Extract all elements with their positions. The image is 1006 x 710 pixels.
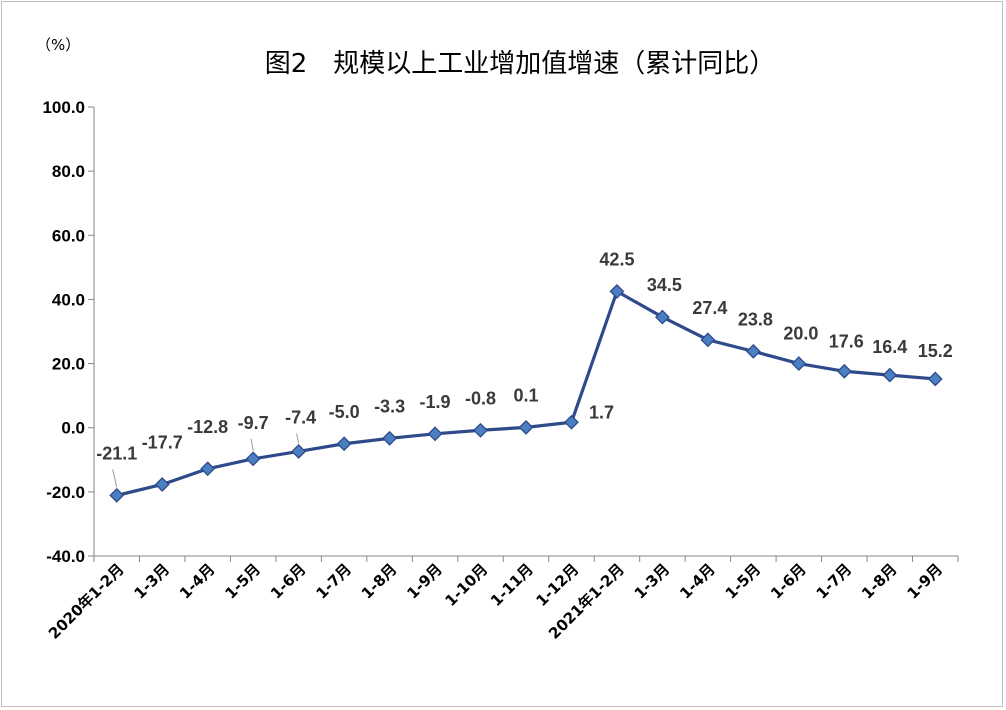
data-point-marker [245, 451, 261, 467]
data-point-marker [291, 444, 307, 459]
y-tick-label: 0.0 [61, 419, 85, 438]
data-label: -0.8 [465, 388, 496, 408]
data-point-marker [791, 356, 807, 371]
data-point-marker [427, 426, 443, 442]
x-tick-label: 1-6月 [767, 560, 810, 603]
data-point-marker [473, 422, 488, 438]
data-point-marker [655, 309, 670, 325]
data-label: -12.8 [187, 417, 228, 437]
data-point-marker [564, 414, 579, 430]
data-label: 42.5 [599, 249, 634, 269]
data-label-leader [296, 433, 300, 444]
x-tick-label: 1-7月 [813, 560, 856, 603]
data-point-marker [609, 283, 625, 299]
data-label: 20.0 [783, 324, 818, 344]
x-tick-label: 1-6月 [267, 560, 310, 603]
data-point-marker [836, 363, 852, 379]
data-label: 16.4 [872, 337, 907, 357]
data-label: 34.5 [647, 275, 682, 295]
data-point-marker [745, 343, 761, 359]
x-tick-label: 1-3月 [631, 560, 674, 603]
data-point-marker [109, 487, 125, 503]
data-point-marker [336, 436, 352, 452]
x-tick-label: 2020年1-2月 [45, 560, 128, 643]
data-label: 0.1 [513, 385, 538, 405]
chart-title: 图2 规模以上工业增加值增速（累计同比） [265, 49, 776, 79]
data-point-marker [882, 367, 898, 383]
x-tick-label: 1-4月 [676, 560, 719, 603]
data-label: -21.1 [96, 443, 137, 463]
y-tick-label: 20.0 [52, 355, 85, 374]
y-tick-label: -20.0 [46, 483, 85, 502]
data-label: 23.8 [738, 309, 773, 329]
y-tick-label: 40.0 [52, 290, 85, 309]
x-tick-label: 1-4月 [176, 560, 219, 603]
data-label: -7.4 [285, 407, 316, 427]
x-tick-label: 1-10月 [441, 560, 491, 610]
data-point-marker [154, 477, 170, 492]
data-point-marker [200, 461, 216, 477]
x-tick-label: 1-3月 [131, 560, 174, 603]
y-tick-label: 60.0 [52, 226, 85, 245]
data-point-marker [518, 419, 534, 435]
data-label-leader [250, 438, 254, 451]
data-label: 17.6 [829, 331, 864, 351]
data-label: -5.0 [329, 402, 360, 422]
y-tick-label: -40.0 [46, 547, 85, 566]
data-label-leader [112, 469, 118, 488]
data-label: -9.7 [238, 413, 269, 433]
y-unit-label: （%） [36, 36, 80, 54]
data-label: 27.4 [692, 298, 727, 318]
data-label: -17.7 [142, 432, 183, 452]
x-tick-label: 1-5月 [221, 560, 264, 603]
data-point-marker [382, 430, 397, 446]
data-label: -1.9 [420, 392, 451, 412]
y-tick-label: 100.0 [42, 98, 85, 117]
data-point-marker [700, 332, 716, 348]
data-point-marker [927, 371, 943, 387]
x-tick-label: 1-7月 [312, 560, 355, 603]
data-label: 15.2 [918, 341, 953, 361]
x-tick-label: 1-9月 [904, 560, 947, 603]
x-tick-label: 1-8月 [858, 560, 901, 603]
x-tick-label: 1-9月 [403, 560, 446, 603]
x-tick-label: 1-11月 [487, 560, 537, 610]
data-label: -3.3 [374, 396, 405, 416]
data-label: 1.7 [589, 402, 614, 422]
y-tick-label: 80.0 [52, 162, 85, 181]
x-tick-label: 1-8月 [358, 560, 401, 603]
x-tick-label: 1-5月 [722, 560, 765, 603]
